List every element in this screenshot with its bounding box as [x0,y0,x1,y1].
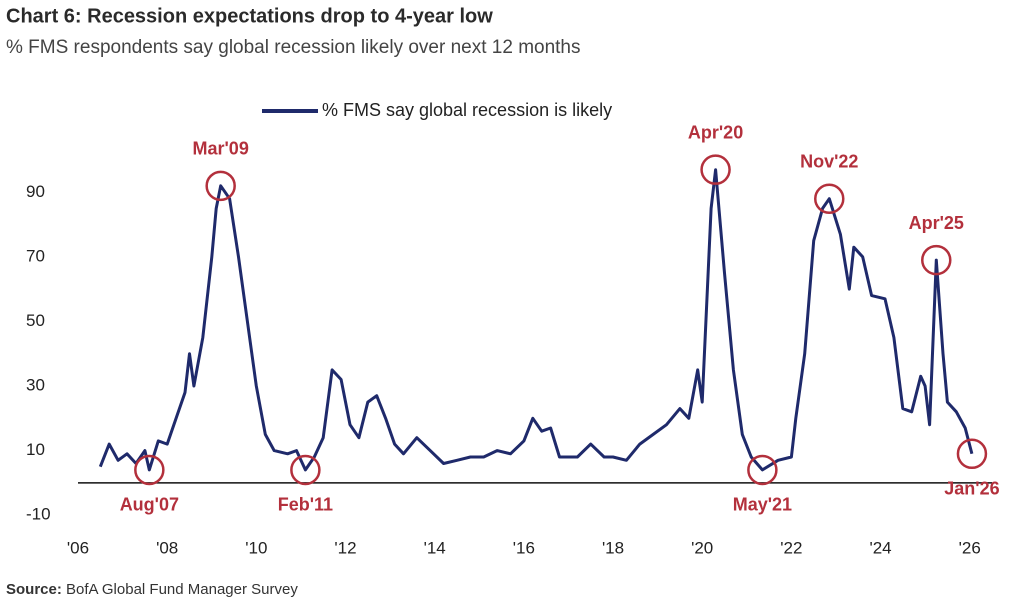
source-label: Source: [6,581,62,598]
annotation-circle [205,170,236,202]
y-tick-label: 90 [26,182,45,201]
x-tick-label: '18 [602,538,624,557]
x-tick-label: '26 [959,538,981,557]
annotation-label: Apr'25 [909,213,964,233]
annotation-label: Jan'26 [944,479,999,499]
y-tick-label: 30 [26,375,45,394]
y-tick-label: -10 [26,505,51,524]
x-tick-label: '12 [334,538,356,557]
source: Source: BofA Global Fund Manager Survey [6,581,298,598]
source-text: BofA Global Fund Manager Survey [66,581,298,598]
annotation-circle [956,438,988,470]
x-tick-label: '22 [780,538,802,557]
annotation-label: Aug'07 [120,495,179,515]
annotation-label: Feb'11 [278,495,333,515]
annotation-label: May'21 [733,495,792,515]
x-tick-label: '20 [691,538,713,557]
x-tick-label: '06 [67,538,89,557]
annotation-circle [700,154,731,185]
annotation-label: Mar'09 [193,139,249,159]
y-tick-label: 50 [26,311,45,330]
x-tick-label: '10 [245,538,267,557]
annotation-circle [290,454,321,486]
y-tick-label: 10 [26,440,45,459]
x-tick-label: '14 [424,538,446,557]
x-tick-label: '16 [513,538,535,557]
data-line [98,168,974,472]
chart-subtitle: % FMS respondents say global recession l… [6,37,581,58]
annotation-label: Nov'22 [800,151,858,171]
annotation-circle [921,244,952,276]
x-tick-label: '24 [869,538,891,557]
chart-title: Chart 6: Recession expectations drop to … [6,5,493,27]
legend-label: % FMS say global recession is likely [322,100,612,120]
annotation-circle [814,183,845,214]
annotation-circle [747,454,778,486]
annotation-label: Apr'20 [688,122,743,142]
annotation-circle [134,454,165,486]
y-tick-label: 70 [26,246,45,265]
x-tick-label: '08 [156,538,178,557]
